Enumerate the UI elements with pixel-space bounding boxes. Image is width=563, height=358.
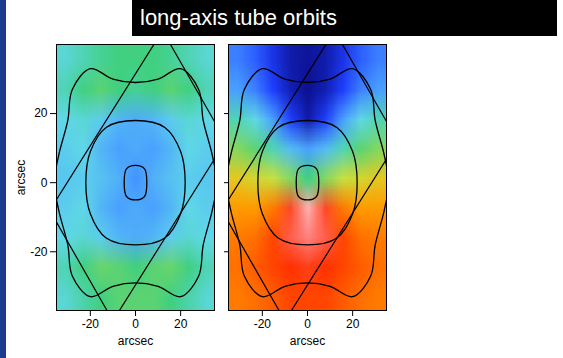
- svg-text:-20: -20: [30, 245, 48, 259]
- svg-text:20: 20: [34, 106, 48, 120]
- svg-text:arcsec: arcsec: [118, 334, 153, 348]
- html-text:long-axis tube orbits: long-axis tube orbits: [140, 5, 337, 30]
- svg-text:-20: -20: [82, 317, 100, 331]
- svg-text:arcsec: arcsec: [290, 334, 325, 348]
- svg-text:-20: -20: [254, 317, 272, 331]
- svg-text:0: 0: [304, 317, 311, 331]
- svg-text:0: 0: [132, 317, 139, 331]
- svg-text:20: 20: [346, 317, 360, 331]
- svg-text:0: 0: [41, 176, 48, 190]
- svg-text:20: 20: [174, 317, 188, 331]
- svg-text:arcsec: arcsec: [14, 160, 28, 195]
